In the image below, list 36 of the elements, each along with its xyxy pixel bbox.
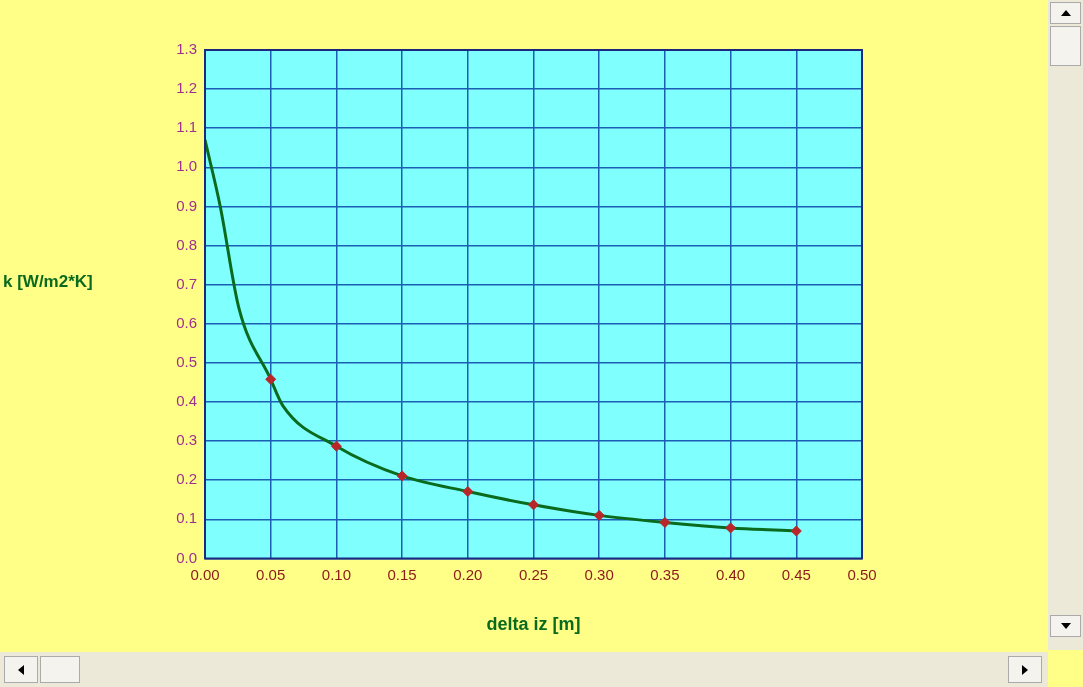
y-tick-label: 0.4: [176, 392, 197, 410]
y-tick-label: 0.3: [176, 431, 197, 449]
x-tick-label: 0.30: [584, 565, 614, 583]
y-tick-label: 1.2: [176, 79, 197, 97]
y-tick-label: 0.6: [176, 313, 197, 331]
y-tick-label: 0.8: [176, 235, 197, 253]
point: [790, 525, 802, 537]
x-tick-label: 0.00: [190, 565, 220, 583]
point: [659, 516, 671, 528]
x-tick-label: 0.15: [387, 565, 417, 583]
x-tick-label: 0.35: [650, 565, 680, 583]
y-axis-title: k [W/m2*K]: [3, 272, 93, 292]
x-tick-label: 0.50: [847, 565, 877, 583]
point: [725, 522, 737, 534]
y-tick-label: 0.1: [176, 509, 197, 527]
x-axis-title: delta iz [m]: [486, 614, 581, 635]
y-tick-label: 1.1: [176, 118, 197, 136]
y-tick-label: 0.9: [176, 196, 197, 214]
point: [528, 499, 539, 511]
point: [330, 440, 342, 452]
x-tick-label: 0.45: [781, 565, 811, 583]
y-tick-label: 1.3: [176, 40, 197, 58]
point: [265, 373, 277, 385]
y-tick-label: 0.2: [176, 470, 197, 488]
x-tick-label: 0.25: [518, 565, 549, 583]
y-tick-label: 0.0: [176, 548, 197, 566]
y-tick-label: 0.7: [176, 274, 197, 292]
x-tick-label: 0.10: [321, 565, 351, 583]
x-tick-label: 0.20: [453, 565, 483, 583]
point: [396, 470, 408, 482]
point: [462, 486, 474, 498]
x-tick-label: 0.40: [716, 565, 746, 583]
y-tick-label: 1.0: [176, 157, 197, 175]
y-tick-label: 0.5: [176, 353, 197, 370]
point: [593, 509, 605, 521]
x-tick-label: 0.05: [256, 565, 286, 583]
